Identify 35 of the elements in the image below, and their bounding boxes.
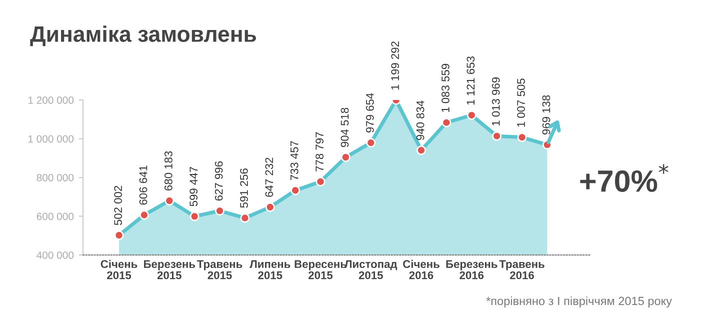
data-label: 1 199 292 <box>391 42 400 90</box>
data-label: 647 232 <box>265 158 274 197</box>
data-label: 979 654 <box>366 93 374 132</box>
text: +70%$^{*}$ <box>580 164 668 192</box>
data-label: 904 518 <box>340 108 349 148</box>
x-tick-label: Липень 2015 <box>250 260 290 280</box>
x-tick-label: Березень 2015 <box>144 260 196 280</box>
data-label: 627 996 <box>214 161 223 201</box>
data-label: 606 641 <box>139 166 148 205</box>
data-label: 1 007 505 <box>517 78 525 127</box>
text: *порівняно з I півріччям 2015 року <box>486 296 672 308</box>
data-label: 680 183 <box>164 151 172 190</box>
data-label: 733 457 <box>290 141 298 180</box>
data-label: 1 121 653 <box>466 56 475 105</box>
x-tick-label: Січень 2016 <box>403 260 440 280</box>
y-tick-label: 800 000 <box>36 174 74 182</box>
data-label: 940 834 <box>416 100 424 140</box>
y-tick-label: 1 000 000 <box>28 135 74 143</box>
x-tick-label: Травень 2015 <box>197 260 242 280</box>
data-label: 969 138 <box>542 95 550 134</box>
y-tick-label: 1 200 000 <box>28 96 74 104</box>
y-tick-label: 400 000 <box>36 252 74 259</box>
x-tick-label: Травень 2016 <box>499 260 544 280</box>
chart-title: Динаміка замовлень <box>30 26 256 46</box>
data-label: 591 256 <box>240 168 248 208</box>
y-tick-label: 600 000 <box>36 212 74 220</box>
x-tick-label: Січень 2015 <box>100 260 138 280</box>
data-label: 778 797 <box>316 132 324 172</box>
x-tick-label: Вересень 2015 <box>294 260 347 280</box>
x-tick-label: Березень 2016 <box>446 260 498 280</box>
data-label: 1 083 559 <box>442 64 450 112</box>
data-label: 502 002 <box>114 186 122 226</box>
x-tick-label: Листопад 2015 <box>344 260 398 280</box>
data-label: 1 013 969 <box>492 77 500 126</box>
data-label: 599 447 <box>190 167 198 206</box>
